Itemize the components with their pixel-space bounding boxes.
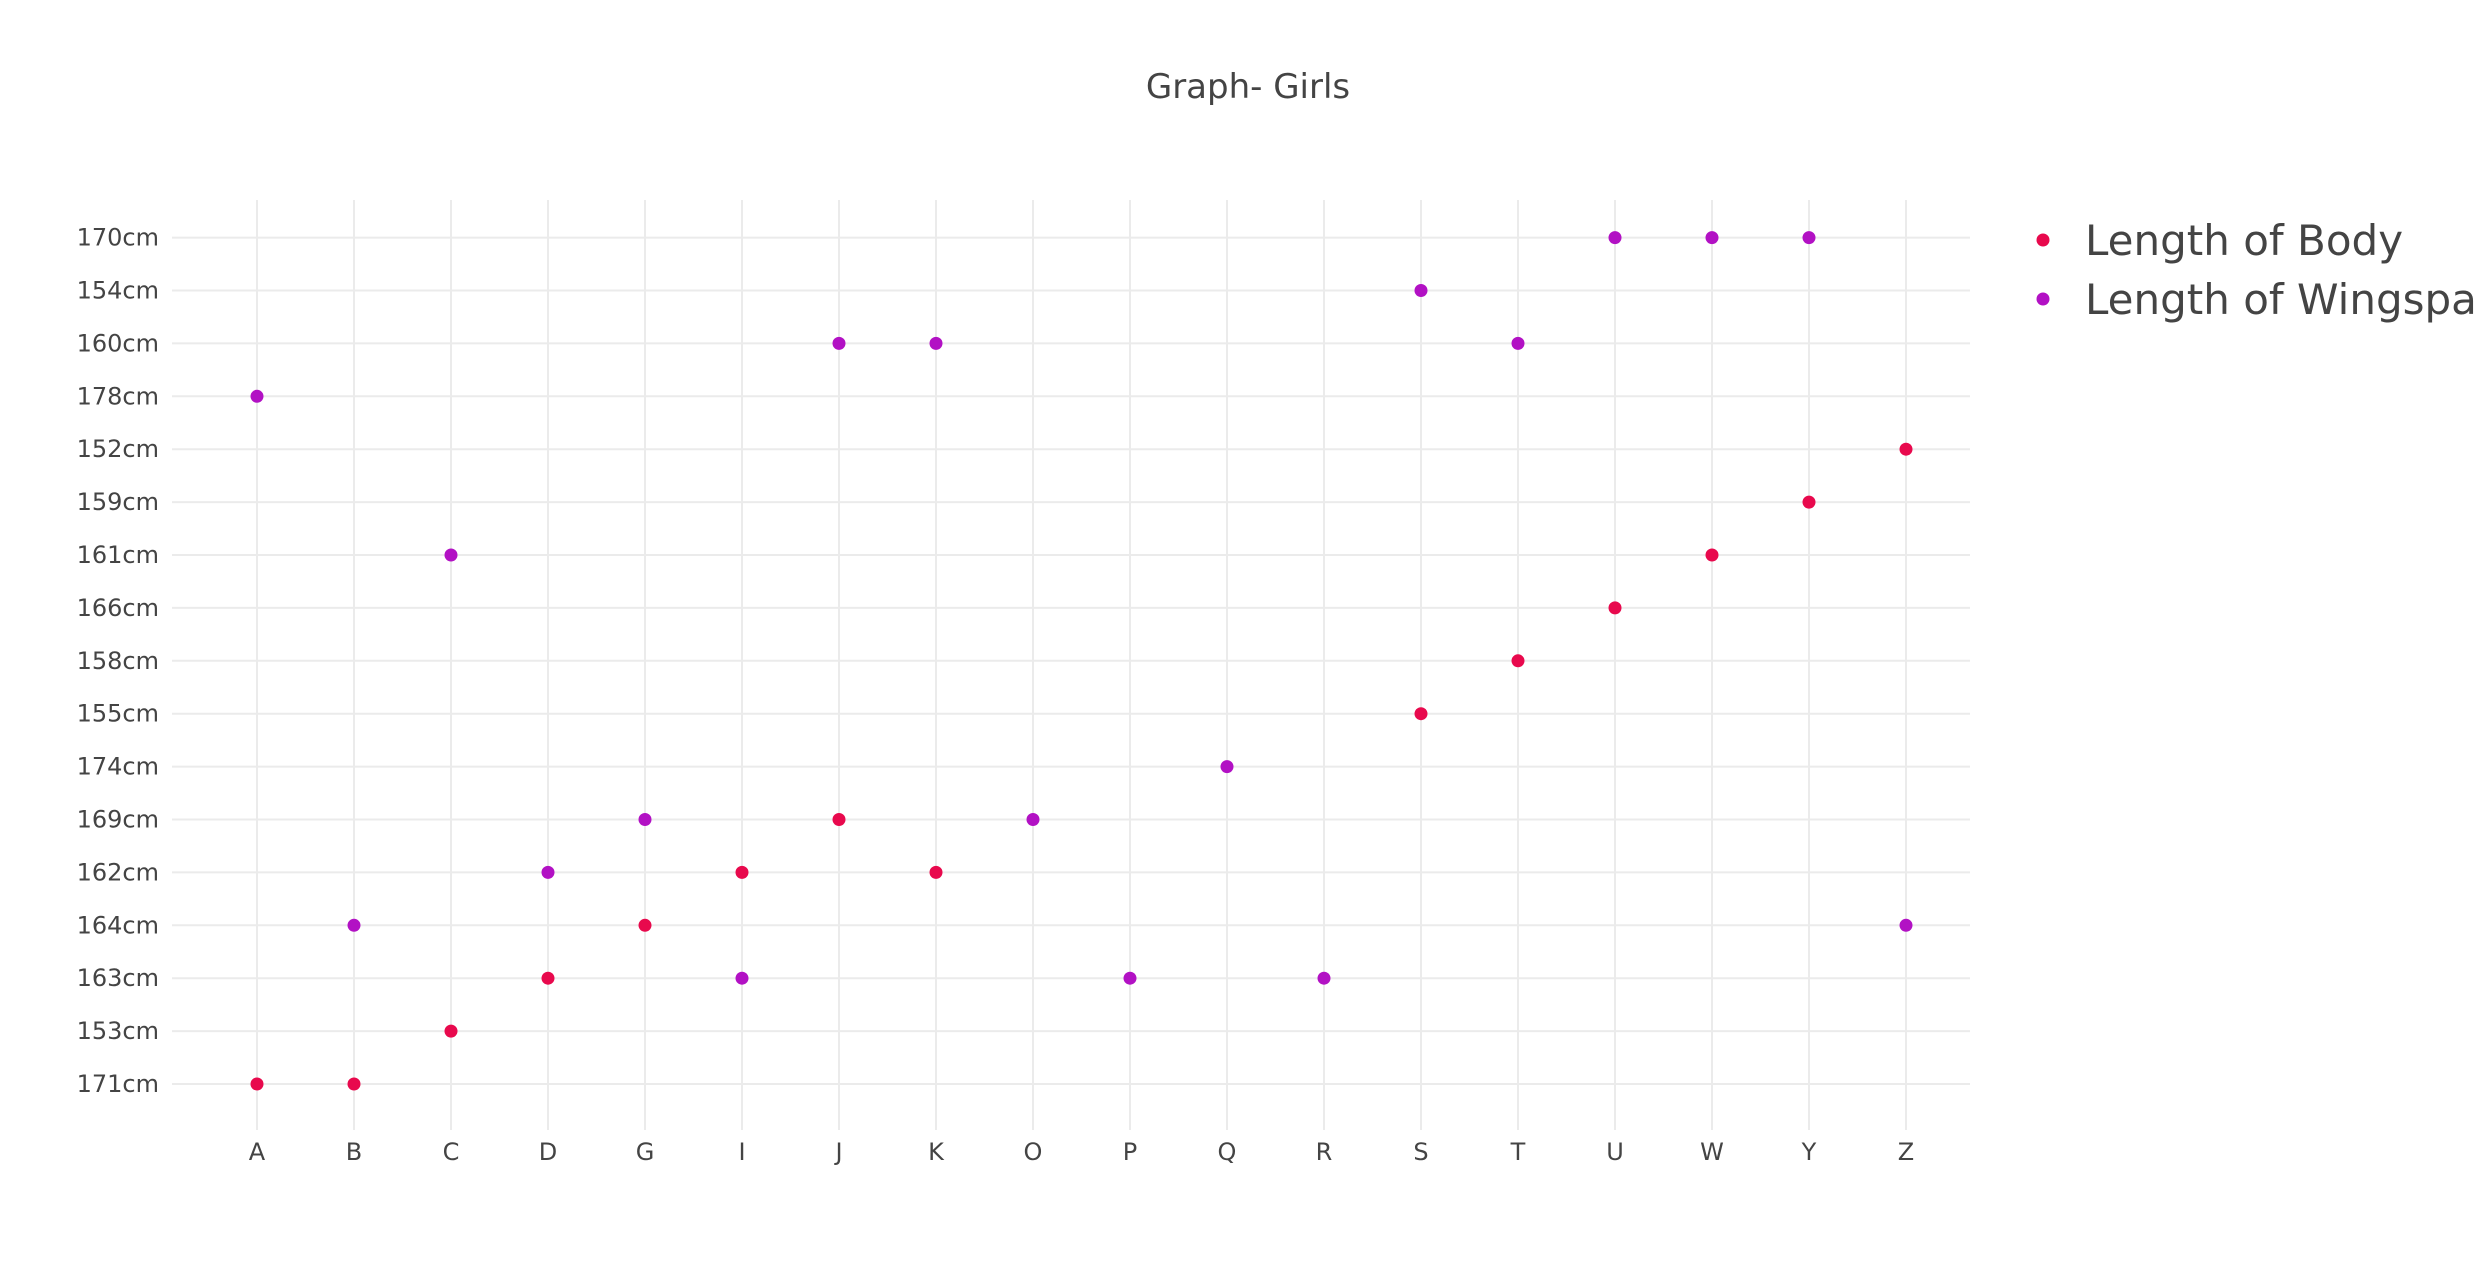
x-tick-label: B xyxy=(346,1138,362,1166)
y-tick-label: 170cm xyxy=(77,224,159,252)
y-tick-label: 164cm xyxy=(77,911,159,939)
y-tick-label: 171cm xyxy=(77,1070,159,1098)
data-point-body xyxy=(638,918,652,932)
legend-item[interactable]: Length of Wingspan xyxy=(2036,275,2474,324)
x-tick-label: G xyxy=(636,1138,655,1166)
x-tick-label: D xyxy=(539,1138,557,1166)
x-tick-label: Y xyxy=(1801,1138,1817,1166)
data-point-body xyxy=(929,865,943,879)
data-point-body xyxy=(1414,707,1428,721)
legend-marker xyxy=(2036,233,2050,247)
x-tick-label: T xyxy=(1510,1138,1526,1166)
y-axis-ticks: 171cm 153cm 163cm 164cm 162cm 169cm 174cm 155cm… xyxy=(77,224,159,1098)
x-tick-label: Z xyxy=(1898,1138,1914,1166)
data-point-body xyxy=(1511,654,1525,668)
data-point-wingspan xyxy=(929,336,943,350)
x-tick-label: A xyxy=(249,1138,266,1166)
data-point-wingspan xyxy=(1802,231,1816,245)
x-tick-label: C xyxy=(443,1138,460,1166)
x-tick-label: Q xyxy=(1218,1138,1237,1166)
data-point-wingspan xyxy=(1899,918,1913,932)
data-point-wingspan xyxy=(1026,813,1040,826)
data-point-wingspan xyxy=(347,918,361,932)
data-point-wingspan xyxy=(541,865,555,879)
data-point-wingspan xyxy=(1705,231,1719,245)
data-point-wingspan xyxy=(832,336,846,350)
data-point-body xyxy=(250,1077,264,1091)
x-tick-label: J xyxy=(833,1138,842,1166)
x-tick-label: O xyxy=(1024,1138,1043,1166)
legend-item[interactable]: Length of Body xyxy=(2036,216,2404,265)
data-point-body xyxy=(1899,442,1913,456)
y-tick-label: 163cm xyxy=(77,964,159,992)
x-tick-label: K xyxy=(928,1138,945,1166)
x-tick-label: U xyxy=(1606,1138,1624,1166)
data-point-wingspan xyxy=(444,548,458,562)
legend-marker xyxy=(2036,292,2050,306)
data-point-wingspan xyxy=(1608,231,1622,245)
y-tick-label: 166cm xyxy=(77,594,159,622)
x-tick-label: R xyxy=(1316,1138,1333,1166)
y-tick-label: 153cm xyxy=(77,1017,159,1045)
legend-label: Length of Wingspan xyxy=(2085,275,2474,324)
y-tick-label: 178cm xyxy=(77,382,159,410)
legend[interactable]: Length of Body Length of Wingspan xyxy=(2036,216,2474,324)
data-point-wingspan xyxy=(1123,971,1137,985)
y-tick-label: 155cm xyxy=(77,700,159,728)
data-point-wingspan xyxy=(1414,284,1428,297)
data-point-body xyxy=(444,1024,458,1038)
y-tick-label: 161cm xyxy=(77,541,159,569)
data-point-body xyxy=(832,813,846,826)
data-point-wingspan xyxy=(735,971,749,985)
x-tick-label: S xyxy=(1413,1138,1428,1166)
data-points xyxy=(250,231,1913,1091)
x-tick-label: P xyxy=(1123,1138,1137,1166)
data-point-body xyxy=(347,1077,361,1091)
grid-layer xyxy=(172,200,1970,1130)
y-tick-label: 158cm xyxy=(77,647,159,675)
y-tick-label: 162cm xyxy=(77,858,159,886)
data-point-body xyxy=(1802,495,1816,509)
y-tick-label: 154cm xyxy=(77,277,159,305)
data-point-wingspan xyxy=(1220,760,1234,774)
chart-title: Graph- Girls xyxy=(1146,67,1350,107)
y-tick-label: 169cm xyxy=(77,806,159,834)
data-point-body xyxy=(541,971,555,985)
data-point-wingspan xyxy=(250,389,264,403)
y-tick-label: 160cm xyxy=(77,329,159,357)
y-tick-label: 159cm xyxy=(77,488,159,516)
data-point-body xyxy=(735,865,749,879)
data-point-wingspan xyxy=(638,813,652,826)
data-point-body xyxy=(1608,601,1622,615)
x-tick-label: I xyxy=(738,1138,745,1166)
y-tick-label: 174cm xyxy=(77,753,159,781)
data-point-wingspan xyxy=(1511,336,1525,350)
x-tick-label: W xyxy=(1700,1138,1724,1166)
legend-label: Length of Body xyxy=(2085,216,2403,265)
y-tick-label: 152cm xyxy=(77,435,159,463)
data-point-wingspan xyxy=(1317,971,1331,985)
data-point-body xyxy=(1705,548,1719,562)
